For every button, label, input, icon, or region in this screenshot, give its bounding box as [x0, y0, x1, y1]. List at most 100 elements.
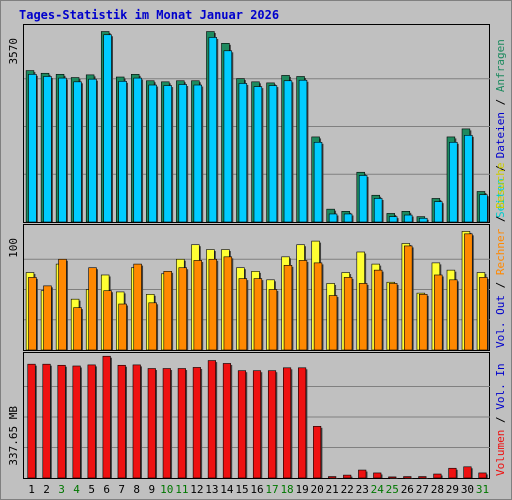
- day-label-27: 27: [416, 483, 429, 496]
- middle-scale-label: 100: [7, 238, 20, 258]
- bar-volumen-day-8: [132, 364, 141, 479]
- legend-separator: /: [494, 410, 507, 430]
- bar-dateien-day-2: [43, 76, 52, 223]
- bar-dateien-day-6: [103, 34, 112, 223]
- bar-dateien-day-4: [73, 81, 82, 223]
- bar-rechner-day-18: [283, 264, 293, 351]
- bar-rechner-day-3: [58, 258, 67, 351]
- bar-shadow: [329, 478, 338, 479]
- chart-title: Tages-Statistik im Monat Januar 2026: [19, 8, 279, 22]
- day-label-17: 17: [265, 483, 278, 496]
- day-label-24: 24: [371, 483, 385, 496]
- bar-dateien-day-29: [449, 141, 458, 223]
- bar-rechner-day-21: [328, 295, 338, 351]
- bar-volumen-day-6: [102, 355, 111, 479]
- bar-volumen-day-23: [358, 469, 367, 479]
- x-axis-labels: 1 2 3 4 5 6 7 8 9 10 11 12 13 14 15 16 17 18 19 20 21 22 23 24 2…: [28, 483, 489, 496]
- bar-rechner-day-1: [28, 277, 37, 351]
- bar-dateien-day-7: [118, 80, 127, 223]
- bar-volumen-day-13: [207, 360, 216, 479]
- day-label-18: 18: [280, 483, 293, 496]
- bar-rechner-day-27: [419, 294, 428, 351]
- bar-volumen-day-2: [42, 363, 51, 479]
- bar-volumen-day-14: [222, 363, 231, 479]
- bar-volumen-day-5: [87, 364, 96, 479]
- bar-rechner-day-20: [313, 262, 323, 351]
- bar-rechner-day-26: [404, 245, 413, 351]
- bar-rechner-day-5: [88, 267, 97, 351]
- bar-rechner-day-23: [358, 283, 368, 351]
- bar-volumen-day-3: [57, 364, 66, 479]
- day-label-16: 16: [250, 483, 263, 496]
- bar-dateien-day-9: [148, 84, 157, 223]
- bar-shadow: [390, 478, 398, 479]
- bar-rechner-day-2: [43, 285, 52, 351]
- legend-separator: /: [494, 275, 507, 295]
- legend-separator: /: [494, 209, 507, 229]
- bottom-scale-label: 337.65 MB: [7, 406, 20, 466]
- day-label-2: 2: [43, 483, 50, 496]
- bar-rechner-day-29: [449, 279, 458, 351]
- bar-volumen-day-12: [192, 367, 201, 479]
- bar-rechner-day-30: [464, 233, 473, 351]
- bar-dateien-day-8: [133, 77, 142, 223]
- bar-dateien-day-1: [28, 74, 37, 223]
- top-scale-label: 3570: [7, 38, 20, 65]
- bar-volumen-day-20: [313, 426, 322, 479]
- day-label-23: 23: [356, 483, 369, 496]
- day-label-29: 29: [446, 483, 459, 496]
- day-label-7: 7: [118, 483, 125, 496]
- legend-separator: /: [494, 92, 507, 112]
- bar-rechner-day-31: [479, 277, 488, 351]
- bar-dateien-day-20: [313, 141, 323, 223]
- bar-volumen-day-15: [237, 370, 247, 479]
- bar-volumen-day-4: [72, 365, 81, 479]
- bar-volumen-day-21: [328, 476, 337, 479]
- bar-dateien-day-3: [58, 77, 67, 223]
- bar-volumen-day-24: [373, 472, 382, 479]
- bar-dateien-day-5: [88, 78, 97, 223]
- legend-anfragen: Anfragen: [494, 39, 507, 92]
- bar-rechner-day-8: [133, 263, 142, 351]
- bar-rechner-day-13: [208, 258, 218, 351]
- legend-middle: Vol. Out / Rechner / Besuche: [494, 163, 507, 348]
- day-label-12: 12: [190, 483, 203, 496]
- day-label-9: 9: [148, 483, 155, 496]
- bar-dateien-day-13: [208, 37, 218, 223]
- bar-volumen-day-19: [298, 367, 307, 479]
- bar-rechner-day-25: [388, 283, 398, 351]
- bar-dateien-day-25: [388, 216, 398, 223]
- bar-rechner-day-22: [343, 277, 353, 351]
- bar-volumen-day-26: [403, 476, 412, 479]
- bar-dateien-day-19: [298, 79, 308, 223]
- day-label-11: 11: [175, 483, 188, 496]
- day-label-8: 8: [133, 483, 140, 496]
- bar-rechner-day-10: [163, 271, 172, 351]
- day-label-5: 5: [88, 483, 95, 496]
- legend-separator: /: [494, 158, 507, 178]
- bar-dateien-day-30: [464, 135, 473, 223]
- legend-volumen: Volumen: [494, 430, 507, 476]
- bar-dateien-day-23: [358, 175, 368, 223]
- day-label-31: 31: [476, 483, 489, 496]
- day-label-13: 13: [205, 483, 218, 496]
- legend-vol-out: Vol. Out: [494, 295, 507, 348]
- bar-rechner-day-12: [193, 260, 202, 351]
- bar-volumen-day-18: [283, 367, 292, 479]
- bar-volumen-day-31: [478, 472, 487, 479]
- day-label-20: 20: [311, 483, 324, 496]
- legend-seiten: Seiten: [494, 178, 507, 218]
- bar-rechner-day-11: [178, 267, 187, 351]
- bar-dateien-day-18: [283, 80, 293, 223]
- day-label-30: 30: [461, 483, 474, 496]
- bar-rechner-day-17: [268, 289, 278, 351]
- bar-volumen-day-1: [27, 363, 36, 479]
- bar-rechner-day-6: [103, 290, 112, 351]
- bar-dateien-day-17: [268, 85, 278, 223]
- day-label-19: 19: [295, 483, 308, 496]
- bar-dateien-day-22: [343, 213, 353, 223]
- bar-dateien-day-24: [373, 198, 383, 223]
- bar-dateien-day-28: [434, 201, 443, 223]
- legend-besuche: Besuche: [494, 163, 507, 209]
